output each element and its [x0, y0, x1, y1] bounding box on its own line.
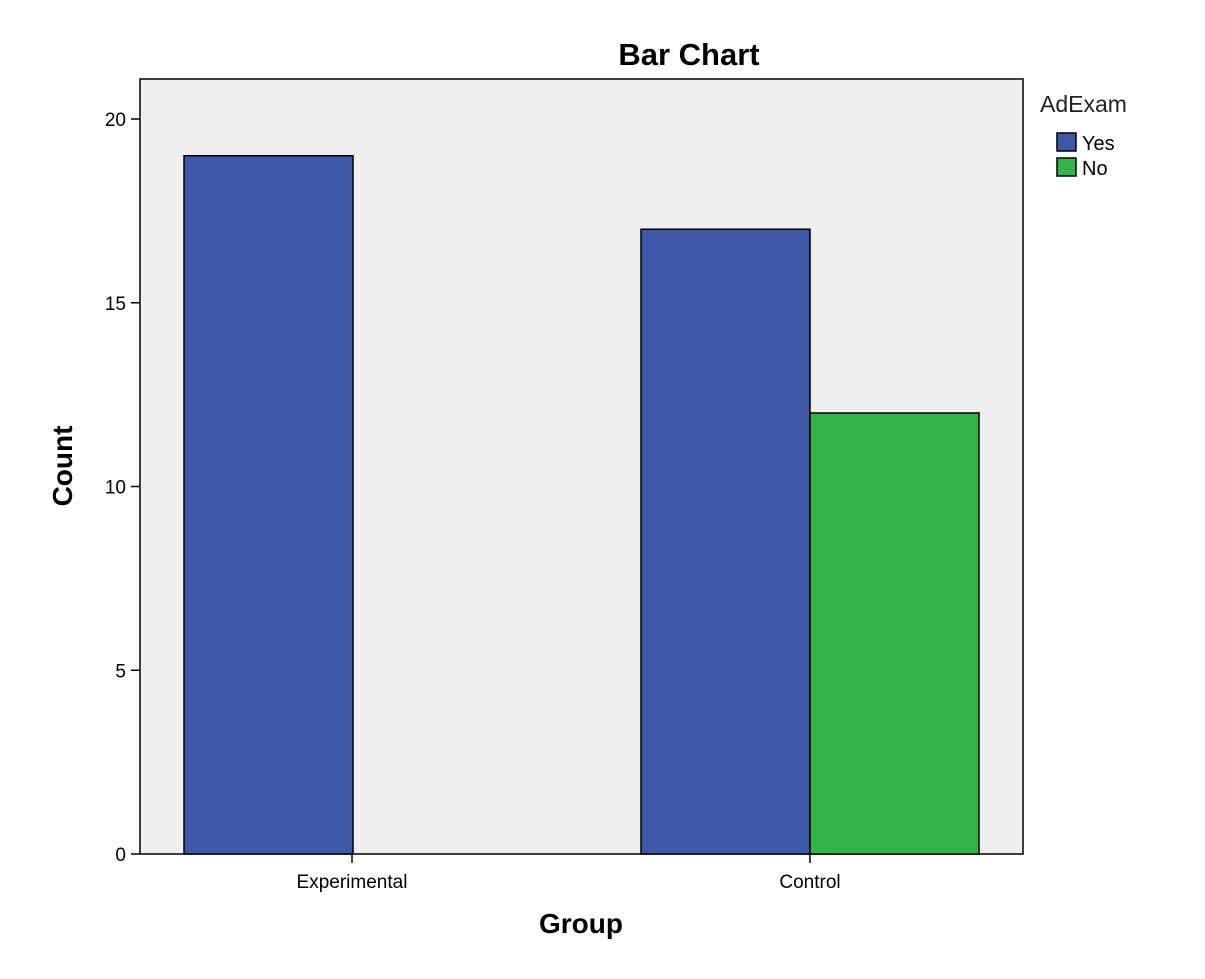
bars-group	[183, 155, 980, 855]
legend-label-no: No	[1082, 158, 1108, 180]
x-tick-label: Control	[779, 872, 840, 893]
y-tick-label: 5	[115, 661, 126, 682]
y-axis-title: Count	[47, 426, 78, 507]
y-tick-label: 20	[105, 110, 126, 131]
legend: AdExam Yes No	[1040, 91, 1127, 180]
legend-swatch-yes	[1056, 132, 1077, 152]
y-axis: 0 5 10 15 20	[105, 110, 140, 866]
x-axis-title: Group	[539, 908, 623, 939]
legend-label-yes: Yes	[1082, 133, 1115, 155]
legend-title: AdExam	[1040, 91, 1127, 117]
chart-title: Bar Chart	[618, 37, 759, 72]
bar-control-yes	[640, 228, 811, 855]
y-tick-label: 10	[105, 478, 126, 499]
bar-experimental-yes	[183, 155, 354, 855]
legend-swatch-no	[1056, 157, 1077, 177]
x-tick-label: Experimental	[297, 872, 408, 893]
x-axis: Experimental Control	[297, 854, 841, 893]
y-tick-label: 15	[105, 294, 126, 315]
bar-control-no	[809, 412, 980, 855]
y-tick-label: 0	[115, 845, 126, 866]
